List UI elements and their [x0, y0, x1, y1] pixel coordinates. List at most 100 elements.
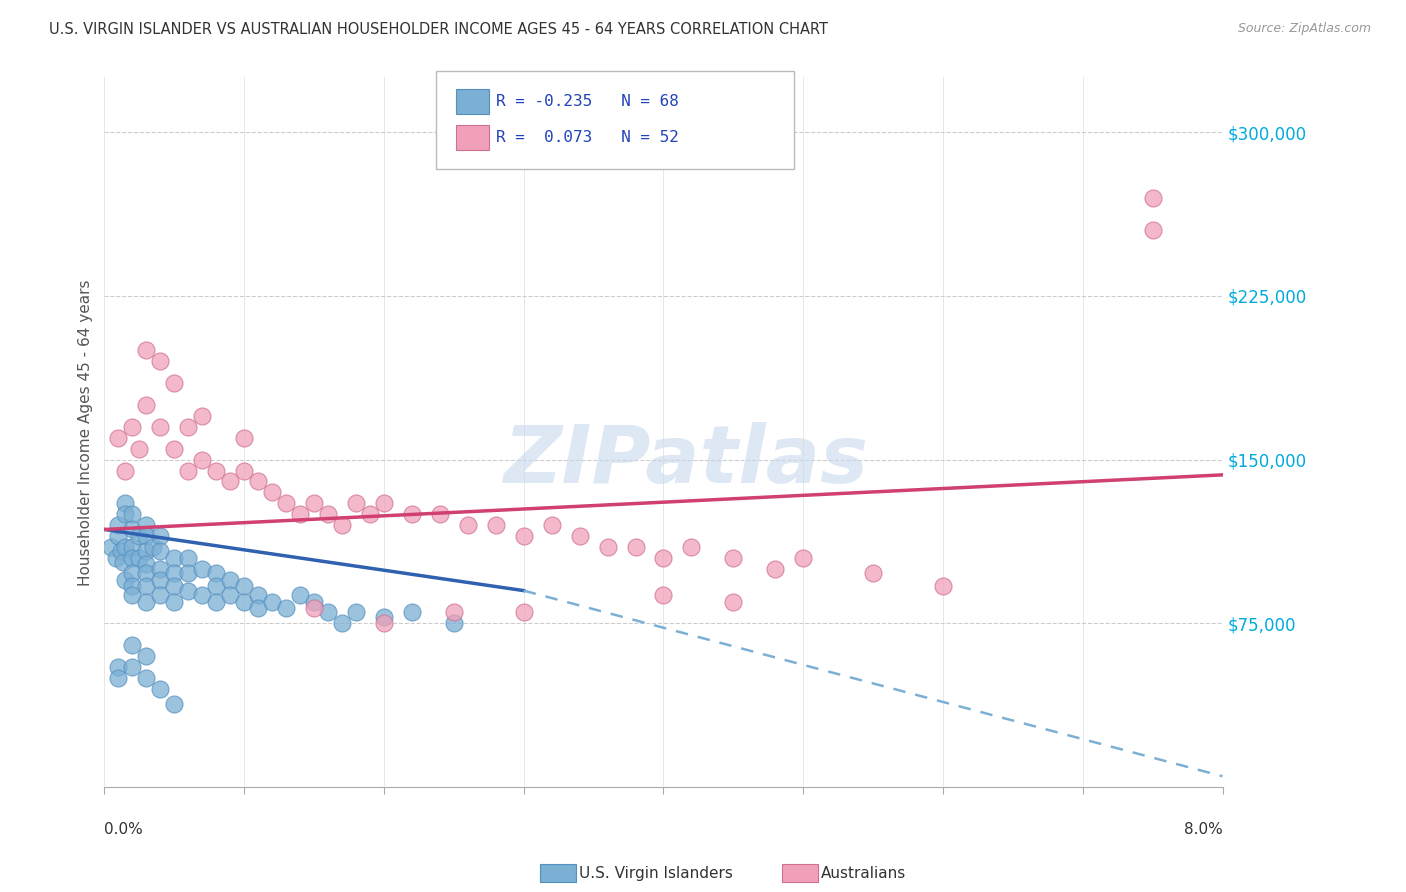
Point — [100, 540, 122, 554]
Point — [111, 555, 134, 569]
Point — [135, 343, 157, 358]
Point — [792, 550, 814, 565]
Point — [344, 606, 367, 620]
Point — [205, 463, 228, 477]
Point — [723, 594, 745, 608]
Point — [135, 594, 157, 608]
Point — [302, 594, 325, 608]
Point — [302, 496, 325, 510]
Point — [149, 562, 172, 576]
Point — [233, 594, 256, 608]
Text: R = -0.235   N = 68: R = -0.235 N = 68 — [496, 95, 679, 109]
Point — [114, 540, 136, 554]
Point — [128, 529, 150, 543]
Point — [107, 660, 129, 674]
Point — [512, 529, 534, 543]
Point — [135, 529, 157, 543]
Text: R =  0.073   N = 52: R = 0.073 N = 52 — [496, 130, 679, 145]
Point — [107, 518, 129, 533]
Point — [163, 566, 186, 581]
Point — [262, 594, 284, 608]
Point — [596, 540, 619, 554]
Point — [191, 452, 214, 467]
Point — [121, 540, 143, 554]
Point — [114, 573, 136, 587]
Point — [121, 579, 143, 593]
Point — [373, 616, 395, 631]
Point — [163, 550, 186, 565]
Point — [114, 507, 136, 521]
Point — [121, 420, 143, 434]
Point — [163, 697, 186, 711]
Point — [163, 579, 186, 593]
Point — [401, 507, 423, 521]
Point — [177, 566, 200, 581]
Point — [149, 544, 172, 558]
Point — [135, 518, 157, 533]
Point — [652, 550, 675, 565]
Point — [149, 420, 172, 434]
Point — [205, 579, 228, 593]
Point — [104, 550, 127, 565]
Point — [114, 463, 136, 477]
Point — [177, 550, 200, 565]
Text: Australians: Australians — [821, 866, 907, 880]
Point — [163, 442, 186, 456]
Point — [135, 558, 157, 572]
Point — [135, 671, 157, 685]
Point — [247, 588, 270, 602]
Point — [932, 579, 955, 593]
Point — [149, 354, 172, 368]
Point — [163, 376, 186, 391]
Point — [107, 431, 129, 445]
Point — [149, 681, 172, 696]
Point — [288, 588, 311, 602]
Y-axis label: Householder Income Ages 45 - 64 years: Householder Income Ages 45 - 64 years — [79, 279, 93, 585]
Text: ZIPatlas: ZIPatlas — [503, 422, 869, 500]
Point — [219, 588, 242, 602]
Point — [121, 523, 143, 537]
Point — [330, 518, 353, 533]
Point — [1142, 190, 1164, 204]
Point — [457, 518, 479, 533]
Point — [142, 540, 165, 554]
Point — [624, 540, 647, 554]
Point — [121, 550, 143, 565]
Point — [344, 496, 367, 510]
Point — [135, 649, 157, 664]
Point — [330, 616, 353, 631]
Point — [163, 594, 186, 608]
Point — [359, 507, 381, 521]
Point — [373, 609, 395, 624]
Point — [149, 588, 172, 602]
Point — [262, 485, 284, 500]
Text: U.S. VIRGIN ISLANDER VS AUSTRALIAN HOUSEHOLDER INCOME AGES 45 - 64 YEARS CORRELA: U.S. VIRGIN ISLANDER VS AUSTRALIAN HOUSE… — [49, 22, 828, 37]
Point — [373, 496, 395, 510]
Point — [247, 601, 270, 615]
Point — [149, 529, 172, 543]
Point — [288, 507, 311, 521]
Point — [233, 431, 256, 445]
Text: 0.0%: 0.0% — [104, 822, 143, 837]
Point — [107, 671, 129, 685]
Point — [121, 566, 143, 581]
Point — [205, 594, 228, 608]
Point — [191, 588, 214, 602]
Point — [274, 601, 297, 615]
Text: U.S. Virgin Islanders: U.S. Virgin Islanders — [579, 866, 733, 880]
Point — [1142, 223, 1164, 237]
Point — [110, 544, 132, 558]
Point — [135, 579, 157, 593]
Point — [512, 606, 534, 620]
Point — [247, 475, 270, 489]
Point — [191, 562, 214, 576]
Point — [568, 529, 591, 543]
Point — [121, 507, 143, 521]
Point — [316, 507, 339, 521]
Point — [128, 442, 150, 456]
Point — [121, 588, 143, 602]
Point — [443, 606, 465, 620]
Point — [114, 496, 136, 510]
Point — [233, 463, 256, 477]
Point — [302, 601, 325, 615]
